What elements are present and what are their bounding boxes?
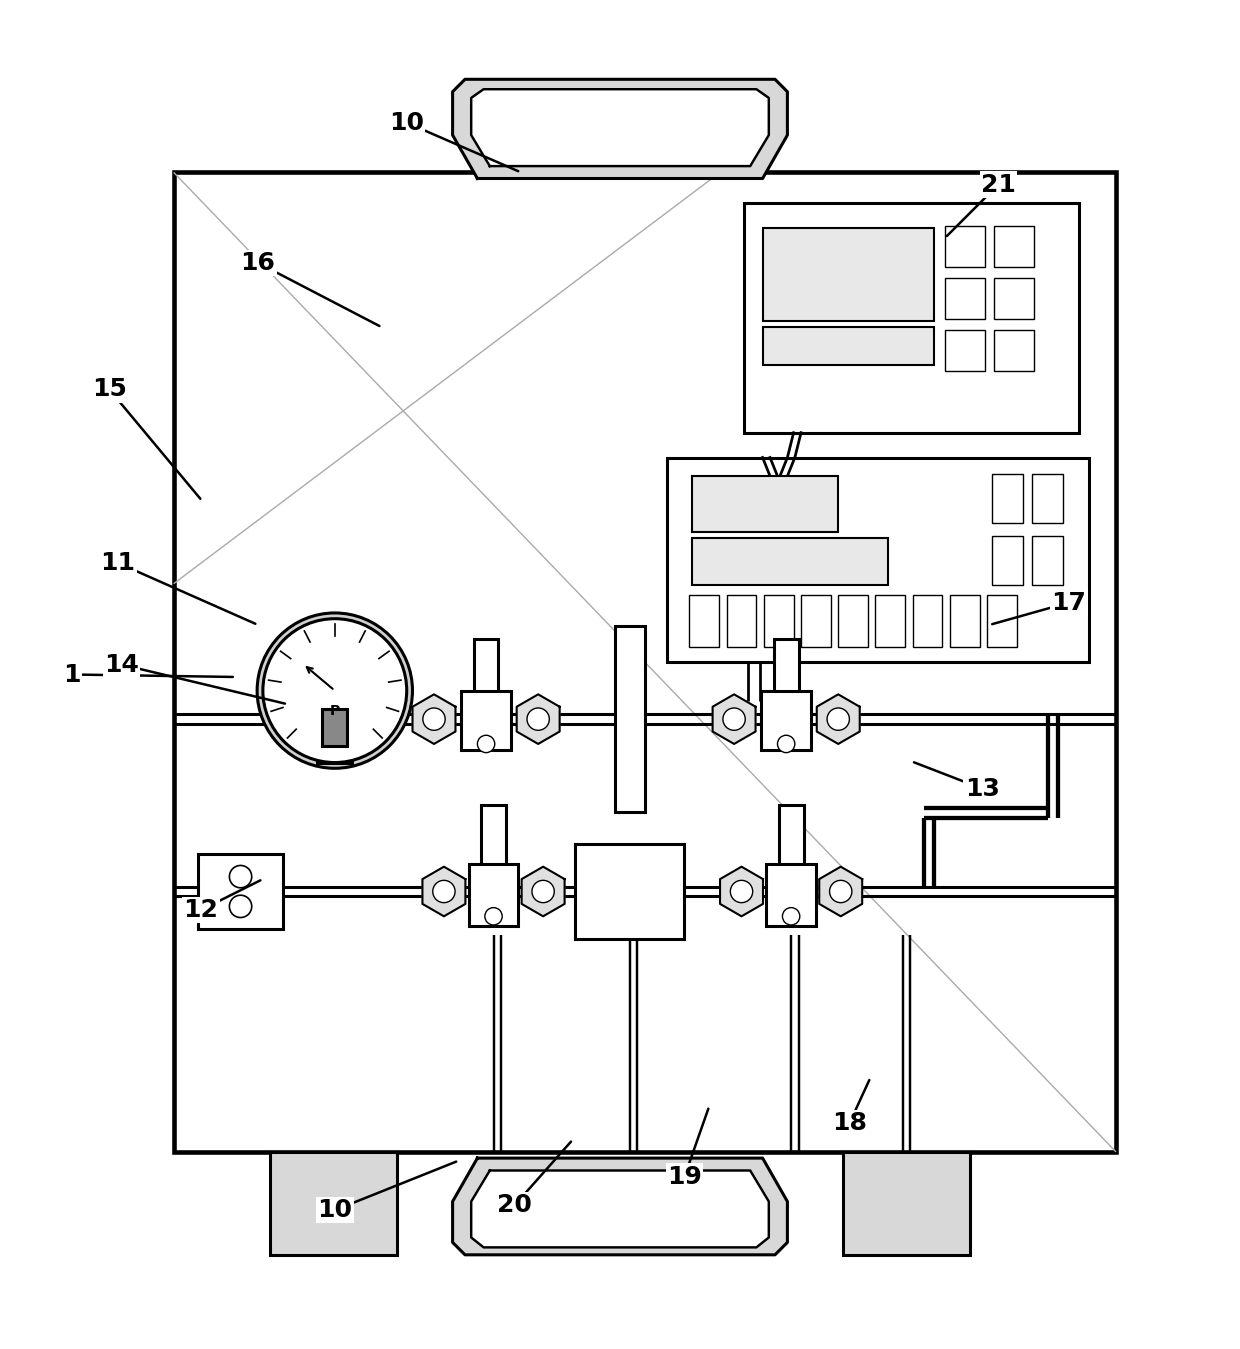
Bar (987, 595, 1017, 648)
Bar (992, 536, 1023, 585)
Bar (575, 844, 684, 939)
Bar (801, 595, 831, 648)
Circle shape (723, 708, 745, 730)
Circle shape (477, 735, 495, 753)
Bar (1032, 473, 1063, 523)
Circle shape (532, 881, 554, 902)
Circle shape (827, 708, 849, 730)
Bar (994, 329, 1034, 371)
Text: 21: 21 (981, 173, 1016, 197)
Circle shape (263, 619, 407, 762)
Text: 17: 17 (1052, 591, 1086, 615)
Bar (270, 1152, 397, 1255)
Bar (692, 538, 888, 585)
Bar (843, 1152, 970, 1255)
Circle shape (527, 708, 549, 730)
Polygon shape (423, 866, 465, 916)
Circle shape (782, 908, 800, 925)
Bar (945, 278, 985, 318)
Bar (945, 225, 985, 267)
Bar (174, 173, 1116, 1152)
Text: 20: 20 (497, 1194, 532, 1217)
Circle shape (485, 908, 502, 925)
Circle shape (229, 896, 252, 917)
Circle shape (423, 708, 445, 730)
Bar (992, 473, 1023, 523)
Text: 10: 10 (317, 1198, 352, 1222)
Polygon shape (471, 89, 769, 166)
Text: 19: 19 (667, 1164, 702, 1188)
Bar (317, 712, 352, 762)
Text: 11: 11 (100, 550, 135, 575)
Polygon shape (720, 866, 763, 916)
Bar (994, 225, 1034, 267)
Text: 13: 13 (965, 777, 999, 800)
Bar (913, 595, 942, 648)
Bar (469, 865, 518, 927)
Circle shape (830, 881, 852, 902)
Bar (764, 595, 794, 648)
Bar (994, 278, 1034, 318)
Bar (763, 328, 934, 364)
Bar (615, 626, 645, 812)
Text: P: P (330, 704, 340, 718)
Text: 14: 14 (104, 653, 139, 677)
Bar (744, 204, 1079, 433)
Bar (945, 329, 985, 371)
Polygon shape (471, 1171, 769, 1248)
Bar (727, 595, 756, 648)
Text: 1: 1 (63, 662, 81, 687)
Bar (692, 476, 838, 532)
Circle shape (257, 612, 413, 769)
Circle shape (730, 881, 753, 902)
Bar (779, 805, 804, 880)
Polygon shape (413, 695, 455, 743)
Polygon shape (517, 695, 559, 743)
Text: 18: 18 (832, 1112, 867, 1136)
Text: 16: 16 (241, 251, 275, 275)
Bar (950, 595, 980, 648)
Text: 15: 15 (92, 378, 126, 401)
Bar (875, 595, 905, 648)
Bar (474, 638, 498, 707)
Bar (689, 595, 719, 648)
Bar (774, 638, 799, 707)
Text: 12: 12 (184, 898, 218, 923)
Polygon shape (817, 695, 859, 743)
Bar (838, 595, 868, 648)
Polygon shape (522, 866, 564, 916)
Bar (1032, 536, 1063, 585)
Bar (667, 457, 1089, 662)
Bar (461, 691, 511, 750)
Bar (198, 854, 283, 928)
Bar (481, 805, 506, 880)
Polygon shape (453, 80, 787, 178)
Circle shape (229, 866, 252, 888)
Bar (761, 691, 811, 750)
Polygon shape (713, 695, 755, 743)
Bar (322, 710, 347, 746)
Circle shape (777, 735, 795, 753)
Text: 10: 10 (389, 111, 424, 135)
Bar (763, 228, 934, 321)
Bar (766, 865, 816, 927)
Polygon shape (453, 1157, 787, 1255)
Circle shape (433, 881, 455, 902)
Polygon shape (820, 866, 862, 916)
